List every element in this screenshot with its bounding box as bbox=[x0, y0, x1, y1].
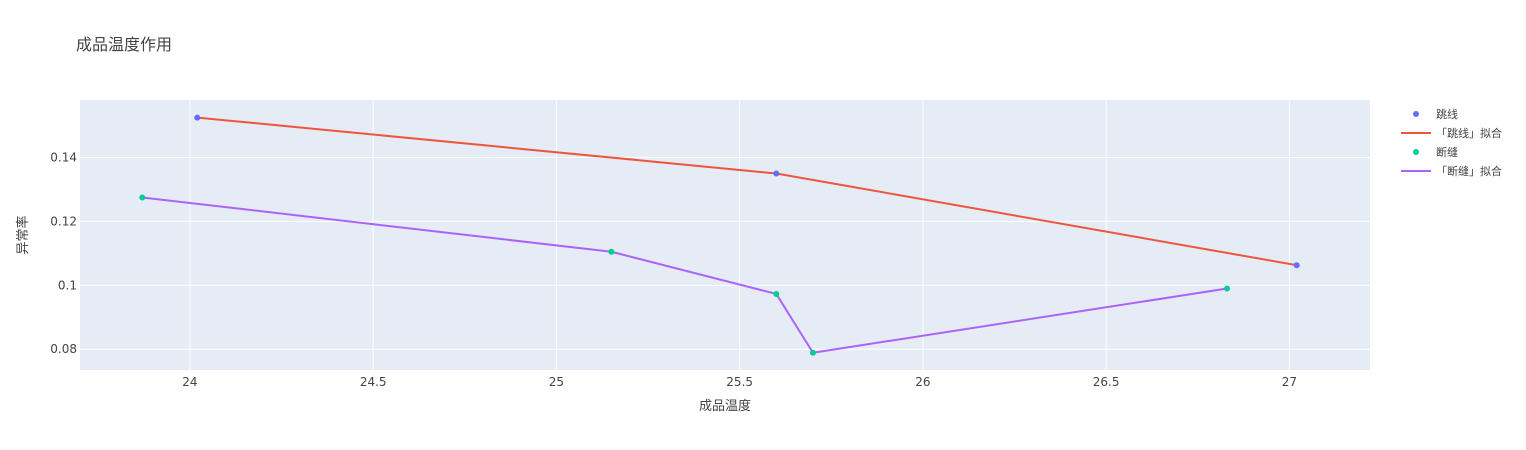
grid-lines bbox=[80, 100, 1370, 370]
x-tick-label: 27 bbox=[1282, 375, 1297, 389]
data-point bbox=[809, 349, 816, 356]
legend-label: 断缝 bbox=[1436, 145, 1458, 159]
y-tick-label: 0.14 bbox=[50, 151, 77, 165]
data-point bbox=[773, 290, 780, 297]
data-point bbox=[773, 170, 780, 177]
data-point bbox=[608, 248, 615, 255]
legend-label: 跳线 bbox=[1436, 107, 1458, 121]
axis-ticks: 24 24.5 25 25.5 26 26.5 27 0.08 0.1 0.12 0.14 bbox=[50, 151, 1297, 389]
x-tick-label: 24.5 bbox=[360, 375, 387, 389]
y-tick-label: 0.08 bbox=[50, 342, 77, 356]
y-tick-label: 0.1 bbox=[58, 278, 77, 292]
chart-title: 成品温度作用 bbox=[76, 35, 172, 54]
data-point bbox=[1293, 262, 1300, 269]
y-axis-label: 异常率 bbox=[15, 215, 31, 254]
series-group bbox=[139, 114, 1300, 356]
legend-label: 「跳线」拟合 bbox=[1436, 126, 1502, 140]
x-axis-label: 成品温度 bbox=[699, 398, 751, 414]
x-tick-label: 26.5 bbox=[1093, 375, 1120, 389]
data-point bbox=[1224, 285, 1231, 292]
data-point bbox=[194, 114, 201, 121]
legend-marker bbox=[1413, 111, 1419, 117]
x-tick-label: 25.5 bbox=[726, 375, 753, 389]
data-point bbox=[139, 194, 146, 201]
legend-marker bbox=[1413, 149, 1419, 155]
x-tick-label: 25 bbox=[549, 375, 564, 389]
plot-area bbox=[80, 100, 1370, 370]
x-tick-label: 24 bbox=[182, 375, 197, 389]
legend-label: 「断缝」拟合 bbox=[1436, 164, 1502, 178]
y-tick-label: 0.12 bbox=[50, 214, 77, 228]
x-tick-label: 26 bbox=[915, 375, 930, 389]
